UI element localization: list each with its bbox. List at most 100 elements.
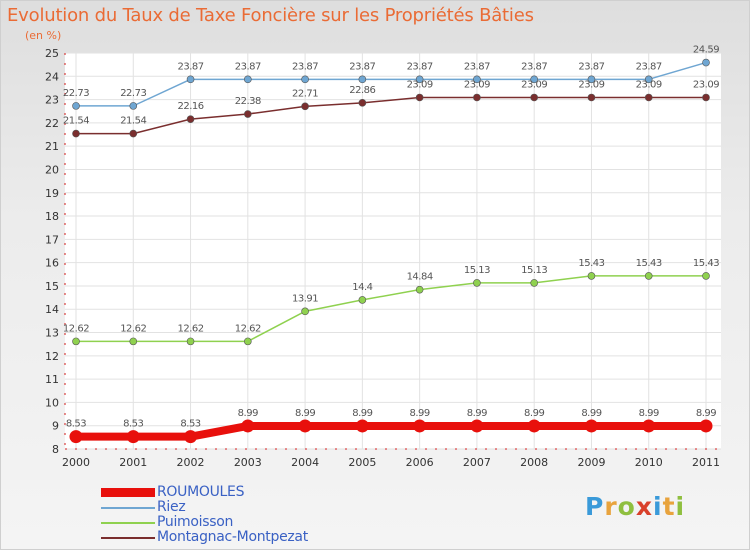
data-point <box>644 75 653 84</box>
x-tick-label: 2006 <box>406 456 434 469</box>
y-tick-label: 23 <box>45 94 59 107</box>
data-point <box>244 75 252 84</box>
y-tick-label: 19 <box>45 187 59 200</box>
data-point <box>184 430 198 444</box>
data-label: 12.62 <box>63 323 89 334</box>
data-label: 8.99 <box>639 408 659 419</box>
data-label: 23.09 <box>521 79 547 90</box>
data-point <box>470 419 484 433</box>
data-point <box>358 296 367 304</box>
data-point <box>241 419 255 433</box>
unit-label: (en %) <box>25 29 62 42</box>
data-label: 23.09 <box>578 79 604 90</box>
data-point <box>584 419 598 433</box>
data-point <box>642 419 656 433</box>
data-label: 13.91 <box>292 293 318 304</box>
data-label: 23.87 <box>177 61 203 72</box>
y-tick-label: 25 <box>45 47 59 60</box>
data-point <box>69 430 83 444</box>
data-point <box>244 110 252 118</box>
data-label: 23.09 <box>636 79 662 90</box>
y-tick-label: 18 <box>45 210 59 223</box>
data-point <box>126 430 140 444</box>
data-label: 22.16 <box>177 101 203 112</box>
plot-area <box>65 53 721 449</box>
y-tick-label: 16 <box>45 257 59 270</box>
y-tick-label: 8 <box>52 443 59 456</box>
data-point <box>301 307 309 316</box>
legend-label-roumoules: ROUMOULES <box>157 484 245 500</box>
data-label: 23.87 <box>578 61 604 72</box>
data-label: 12.62 <box>120 323 146 334</box>
data-label: 8.99 <box>352 408 372 419</box>
data-point <box>413 419 427 433</box>
y-tick-label: 14 <box>45 303 59 316</box>
x-tick-label: 2004 <box>291 456 319 469</box>
y-tick-label: 15 <box>45 280 59 293</box>
data-point <box>358 99 367 107</box>
data-label: 8.99 <box>467 408 487 419</box>
data-point <box>587 75 596 84</box>
data-point <box>473 279 481 287</box>
data-label: 8.53 <box>180 419 200 430</box>
data-point <box>301 102 309 111</box>
data-point <box>129 102 138 110</box>
data-label: 23.87 <box>407 61 433 72</box>
data-label: 8.99 <box>581 408 601 419</box>
data-label: 23.87 <box>636 61 662 72</box>
data-label: 12.62 <box>177 323 203 334</box>
data-point <box>186 75 195 84</box>
data-point <box>186 337 195 346</box>
data-label: 12.62 <box>235 323 261 334</box>
x-tick-label: 2008 <box>520 456 548 469</box>
chart-title: Evolution du Taux de Taxe Foncière sur l… <box>7 5 534 26</box>
data-point <box>473 75 481 84</box>
x-tick-label: 2010 <box>635 456 663 469</box>
y-tick-label: 10 <box>45 396 59 409</box>
data-label: 15.43 <box>693 258 719 269</box>
y-tick-label: 17 <box>45 233 59 246</box>
data-label: 15.43 <box>578 258 604 269</box>
data-point <box>358 75 367 84</box>
data-point <box>530 75 538 84</box>
data-label: 22.73 <box>120 88 146 99</box>
x-tick-label: 2005 <box>348 456 376 469</box>
data-label: 8.99 <box>238 408 258 419</box>
data-point <box>702 93 710 102</box>
legend-swatch-montagnac-montpezat <box>101 537 155 539</box>
data-label: 22.38 <box>235 96 261 107</box>
data-point <box>415 75 424 84</box>
data-label: 15.43 <box>636 258 662 269</box>
data-label: 22.71 <box>292 88 318 99</box>
y-tick-label: 11 <box>45 373 59 386</box>
logo-letter: i <box>653 492 663 521</box>
data-point <box>699 419 713 433</box>
logo-letter: r <box>604 492 618 521</box>
data-point <box>702 272 710 280</box>
data-label: 21.54 <box>63 116 89 127</box>
series-line <box>76 421 706 441</box>
data-label: 23.87 <box>464 61 490 72</box>
y-tick-label: 21 <box>45 140 59 153</box>
data-label: 15.13 <box>464 265 490 276</box>
legend-label-puimoisson: Puimoisson <box>157 514 234 530</box>
y-tick-label: 22 <box>45 117 59 130</box>
logo-letter: P <box>585 492 605 521</box>
data-point <box>415 93 424 102</box>
data-label: 15.13 <box>521 265 547 276</box>
data-label: 14.4 <box>352 282 372 293</box>
data-point <box>415 285 424 294</box>
data-point <box>702 58 710 67</box>
data-label: 23.87 <box>349 61 375 72</box>
data-label: 23.87 <box>235 61 261 72</box>
data-point <box>72 337 80 346</box>
x-tick-label: 2003 <box>234 456 262 469</box>
data-point <box>186 115 195 123</box>
data-point <box>644 93 653 102</box>
logo-letter: o <box>617 492 636 521</box>
data-point <box>129 129 138 138</box>
data-point <box>355 419 369 433</box>
data-point <box>644 272 653 280</box>
